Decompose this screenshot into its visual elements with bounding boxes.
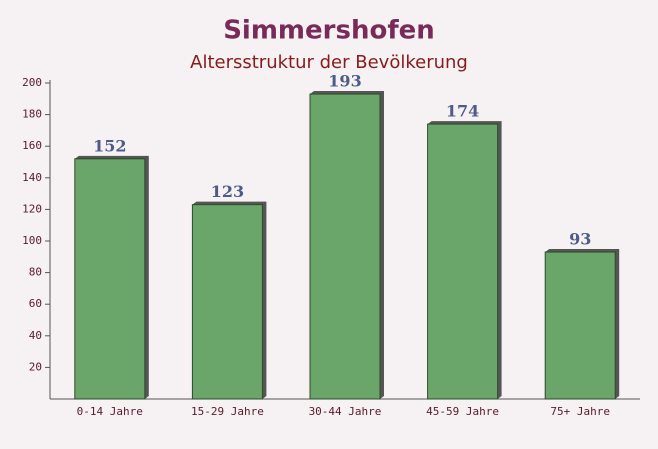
x-tick-label: 30-44 Jahre: [309, 405, 382, 418]
x-tick-label: 0-14 Jahre: [77, 405, 143, 418]
bar: [544, 251, 616, 400]
y-tick-label: 20: [29, 360, 42, 373]
y-tick-label: 120: [22, 202, 42, 215]
y-tick-label: 40: [29, 329, 42, 342]
y-tick-label: 80: [29, 266, 42, 279]
x-tick-label: 15-29 Jahre: [191, 405, 264, 418]
y-tick-label: 60: [29, 297, 42, 310]
value-label: 123: [211, 182, 244, 201]
y-tick-label: 200: [22, 76, 42, 89]
bar: [74, 158, 146, 400]
y-tick-label: 160: [22, 139, 42, 152]
bar: [427, 123, 499, 400]
value-label: 193: [328, 72, 361, 91]
value-label: 93: [569, 230, 591, 249]
value-label: 152: [93, 136, 126, 155]
x-tick-label: 45-59 Jahre: [426, 405, 499, 418]
bar: [309, 93, 381, 400]
y-tick-label: 100: [22, 234, 42, 247]
chart-title: Simmershofen: [223, 16, 435, 46]
value-label: 174: [446, 102, 479, 121]
y-tick-label: 140: [22, 171, 42, 184]
x-tick-label: 75+ Jahre: [550, 405, 610, 418]
bar: [191, 204, 263, 400]
y-tick-label: 180: [22, 108, 42, 121]
chart-subtitle: Altersstruktur der Bevölkerung: [190, 52, 468, 73]
